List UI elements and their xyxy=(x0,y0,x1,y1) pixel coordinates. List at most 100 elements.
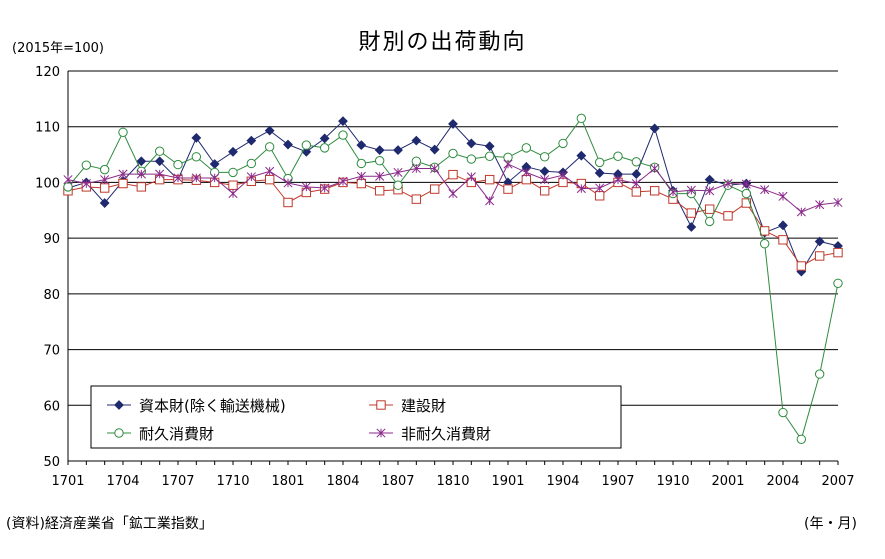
data-point-diamond xyxy=(154,156,165,167)
data-point-diamond xyxy=(539,166,550,177)
data-point-diamond xyxy=(191,132,202,143)
legend-label: 耐久消費財 xyxy=(139,425,214,443)
data-point-star xyxy=(81,178,91,189)
data-point-square xyxy=(521,174,532,185)
data-point-star xyxy=(613,175,623,185)
x-tick-label: 2004 xyxy=(766,474,799,489)
y-tick-label: 80 xyxy=(43,288,60,303)
x-axis-unit-label: (年・月) xyxy=(804,516,857,532)
data-point-circle xyxy=(613,151,623,161)
data-point-star xyxy=(631,178,641,189)
data-point-star xyxy=(301,182,311,192)
data-point-square xyxy=(374,186,385,196)
data-point-diamond xyxy=(283,139,293,150)
data-point-star xyxy=(485,196,495,206)
data-point-square xyxy=(704,204,715,214)
data-point-square xyxy=(796,261,807,271)
series-lines xyxy=(63,113,843,444)
data-point-star xyxy=(833,197,843,208)
data-point-star xyxy=(100,175,110,185)
data-point-star xyxy=(376,428,386,438)
data-point-diamond xyxy=(246,135,257,146)
y-tick-label: 100 xyxy=(35,176,60,191)
data-point-diamond xyxy=(114,400,124,410)
data-point-circle xyxy=(81,160,92,170)
data-point-circle xyxy=(521,143,532,153)
data-point-circle xyxy=(796,434,807,444)
x-tick-label: 2007 xyxy=(821,474,854,489)
data-point-star xyxy=(246,172,256,182)
data-point-square xyxy=(448,169,458,180)
data-point-circle xyxy=(631,157,642,167)
data-point-circle xyxy=(114,428,124,438)
data-point-star xyxy=(466,172,476,182)
data-point-square xyxy=(778,235,788,245)
data-point-square xyxy=(264,174,275,185)
data-point-diamond xyxy=(374,145,385,156)
data-point-square xyxy=(429,184,440,194)
data-point-square xyxy=(484,174,495,185)
data-point-square xyxy=(594,191,605,201)
data-point-circle xyxy=(374,156,385,166)
data-point-circle xyxy=(228,167,238,178)
data-point-square xyxy=(283,197,293,208)
data-point-circle xyxy=(319,143,330,153)
data-point-diamond xyxy=(448,119,458,129)
data-point-diamond xyxy=(338,116,348,127)
series xyxy=(63,169,843,271)
data-point-circle xyxy=(466,154,477,164)
data-point-diamond xyxy=(576,150,587,161)
data-point-star xyxy=(815,200,825,210)
data-point-circle xyxy=(338,130,348,140)
data-point-circle xyxy=(118,127,128,137)
data-point-star xyxy=(686,185,696,195)
series-line xyxy=(67,174,839,267)
data-point-square xyxy=(759,226,770,236)
data-point-star xyxy=(283,178,293,188)
data-point-circle xyxy=(539,152,550,162)
x-tick-label: 1801 xyxy=(271,474,304,489)
data-point-star xyxy=(356,171,366,181)
data-point-diamond xyxy=(99,198,110,208)
y-tick-label: 120 xyxy=(35,65,60,80)
data-point-star xyxy=(723,178,733,189)
x-tick-label: 1704 xyxy=(106,474,139,489)
data-point-diamond xyxy=(319,133,330,144)
data-point-circle xyxy=(759,239,770,249)
x-tick-label: 1701 xyxy=(51,474,84,489)
data-point-diamond xyxy=(209,159,220,169)
x-tick-label: 1804 xyxy=(326,474,359,489)
data-point-star xyxy=(521,167,531,177)
data-point-diamond xyxy=(704,174,715,185)
data-point-star xyxy=(540,175,550,185)
data-point-star xyxy=(778,191,788,201)
data-point-diamond xyxy=(264,125,275,136)
data-point-star xyxy=(448,189,458,199)
data-point-circle xyxy=(833,278,843,288)
chart-title: 財別の出荷動向 xyxy=(358,30,527,55)
data-point-circle xyxy=(154,146,165,156)
source-note: (資料)経済産業省「鉱工業指数」 xyxy=(6,516,213,532)
data-point-diamond xyxy=(631,169,642,179)
data-point-circle xyxy=(99,164,110,175)
data-point-star xyxy=(650,163,660,174)
x-tick-label: 1807 xyxy=(381,474,414,489)
data-point-square xyxy=(503,184,513,194)
data-point-star xyxy=(118,169,128,179)
data-point-square xyxy=(558,177,568,188)
data-point-circle xyxy=(246,158,257,169)
data-point-square xyxy=(686,208,697,218)
data-point-square xyxy=(136,182,147,192)
data-point-star xyxy=(558,170,568,180)
data-point-square xyxy=(376,400,386,410)
data-point-star xyxy=(265,166,275,176)
data-point-diamond xyxy=(411,135,422,146)
data-point-star xyxy=(210,173,220,183)
data-point-circle xyxy=(778,407,788,418)
data-point-star xyxy=(338,176,348,186)
data-point-star xyxy=(741,179,751,189)
data-point-circle xyxy=(264,142,275,152)
data-point-star xyxy=(375,171,385,181)
data-point-diamond xyxy=(466,138,477,149)
